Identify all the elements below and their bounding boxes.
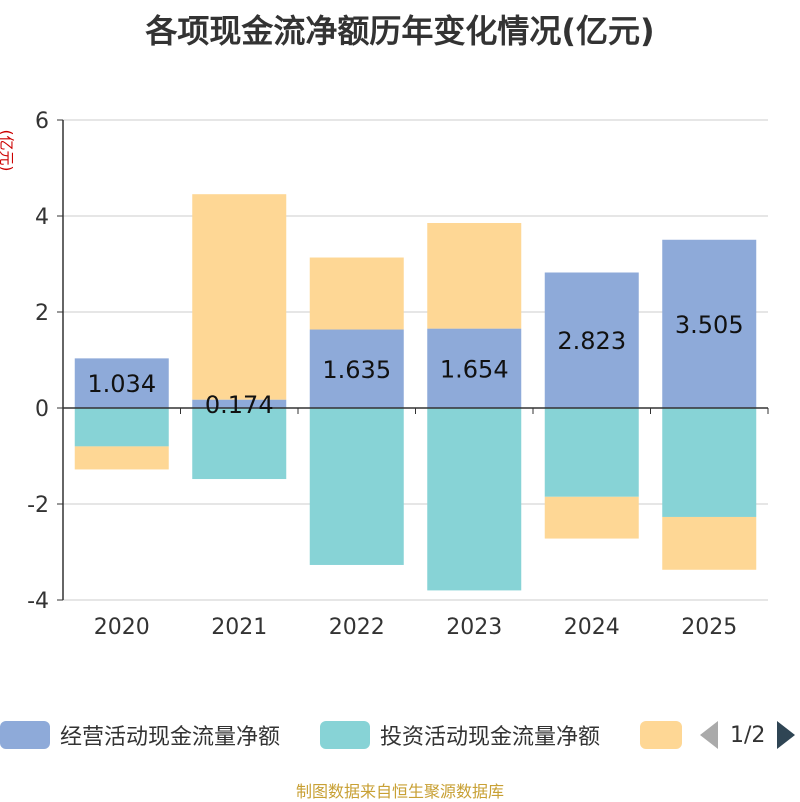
bar-series0-2023 xyxy=(427,328,522,408)
y-tick-label: 6 xyxy=(35,109,49,134)
data-label-2025: 3.505 xyxy=(675,311,744,339)
data-label-2024: 2.823 xyxy=(557,327,626,355)
legend-swatch-investing xyxy=(320,721,370,749)
bar-series0-2024 xyxy=(544,272,639,408)
x-tick-label-2020: 2020 xyxy=(94,615,150,640)
chart-title: 各项现金流净额历年变化情况(亿元) xyxy=(145,12,655,50)
legend-label-investing: 投资活动现金流量净额 xyxy=(380,725,601,750)
y-tick-label: -4 xyxy=(27,589,49,614)
x-tick-label-2022: 2022 xyxy=(329,615,385,640)
bar-series2-2021 xyxy=(192,194,287,400)
legend: 经营活动现金流量净额 投资活动现金流量净额 1/2 xyxy=(0,715,800,755)
legend-swatch-operating xyxy=(0,721,50,749)
bar-series0-2025 xyxy=(662,239,757,408)
bar-series1-2022 xyxy=(309,408,404,565)
bar-series2-2022 xyxy=(309,257,404,330)
data-label-2021: 0.174 xyxy=(205,391,274,419)
y-tick-label: 0 xyxy=(35,397,49,422)
data-source-note: 制图数据来自恒生聚源数据库 xyxy=(295,782,504,801)
bar-series2-2020 xyxy=(74,446,169,470)
x-tick-label-2024: 2024 xyxy=(564,615,620,640)
legend-pager: 1/2 xyxy=(700,715,796,755)
legend-page-indicator: 1/2 xyxy=(730,722,766,748)
legend-item-investing[interactable]: 投资活动现金流量净额 xyxy=(320,715,600,755)
bar-series2-2025 xyxy=(662,516,757,570)
x-tick-label-2021: 2021 xyxy=(211,615,267,640)
legend-item-operating[interactable]: 经营活动现金流量净额 xyxy=(0,715,280,755)
data-label-2020: 1.034 xyxy=(87,370,156,398)
y-tick-label: -2 xyxy=(27,493,49,518)
legend-prev-arrow-icon[interactable] xyxy=(700,721,718,749)
bar-series1-2020 xyxy=(74,408,169,447)
bar-series1-2021 xyxy=(192,408,287,480)
bar-series2-2023 xyxy=(427,223,522,329)
data-label-2022: 1.635 xyxy=(322,356,391,384)
bar-series0-2022 xyxy=(309,329,404,408)
bar-series1-2025 xyxy=(662,408,757,517)
legend-label-operating: 经营活动现金流量净额 xyxy=(60,725,281,750)
data-label-2023: 1.654 xyxy=(440,355,509,383)
bar-series1-2024 xyxy=(544,408,639,497)
y-tick-label: 2 xyxy=(35,301,49,326)
legend-next-arrow-icon[interactable] xyxy=(777,721,796,749)
bar-series1-2023 xyxy=(427,408,522,591)
x-tick-label-2023: 2023 xyxy=(446,615,502,640)
x-tick-label-2025: 2025 xyxy=(681,615,737,640)
legend-swatch-financing xyxy=(640,721,682,749)
bar-series2-2024 xyxy=(544,496,639,539)
y-tick-label: 4 xyxy=(35,205,49,230)
bar-series0-2021 xyxy=(192,399,287,408)
legend-item-financing[interactable] xyxy=(640,715,682,755)
bar-series0-2020 xyxy=(74,358,169,408)
